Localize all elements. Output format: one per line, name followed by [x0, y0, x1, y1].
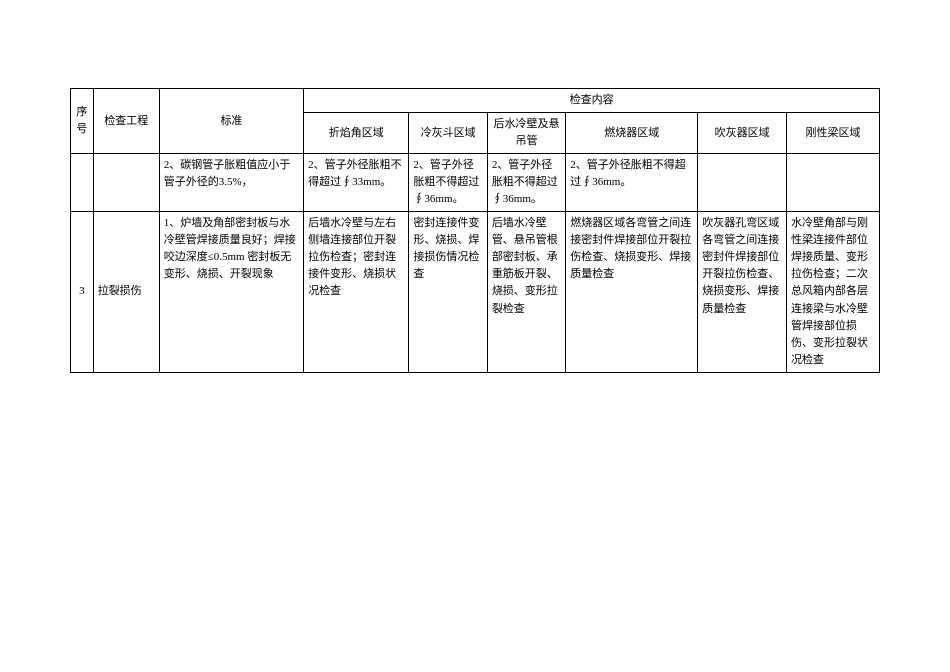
prev-c5 [698, 154, 787, 212]
inspection-table: 序号 检查工程 标准 检查内容 折焰角区域 冷灰斗区域 后水冷壁及悬吊管 燃烧器… [70, 88, 880, 373]
prev-standard: 2、碳钢管子胀粗值应小于管子外径的3.5%， [159, 154, 303, 212]
prev-c1: 2、管子外径胀粗不得超过∮33mm。 [304, 154, 409, 212]
header-area-3: 后水冷壁及悬吊管 [487, 113, 565, 154]
prev-c6 [787, 154, 880, 212]
row3-c2: 密封连接件变形、烧损、焊接损伤情况检查 [409, 212, 487, 372]
header-area-5: 吹灰器区域 [698, 113, 787, 154]
row3-c1: 后墙水冷壁与左右侧墙连接部位开裂拉伤检查；密封连接件变形、烧损状况检查 [304, 212, 409, 372]
header-standard: 标准 [159, 89, 303, 154]
data-row-3: 3 拉裂损伤 1、炉墙及角部密封板与水冷壁管焊接质量良好；焊接咬边深度≤0.5m… [71, 212, 880, 372]
prev-c2: 2、管子外径胀粗不得超过∮36mm。 [409, 154, 487, 212]
row3-c4: 燃烧器区域各弯管之间连接密封件焊接部位开裂拉伤检查、烧损变形、焊接质量检查 [566, 212, 698, 372]
header-area-4: 燃烧器区域 [566, 113, 698, 154]
header-area-6: 刚性梁区域 [787, 113, 880, 154]
prev-c3: 2、管子外径胀粗不得超过∮36mm。 [487, 154, 565, 212]
row3-c5: 吹灰器孔弯区域各弯管之间连接密封件焊接部位开裂拉伤检查、烧损变形、焊接质量检查 [698, 212, 787, 372]
row3-project: 拉裂损伤 [93, 212, 159, 372]
header-project: 检查工程 [93, 89, 159, 154]
prev-seq [71, 154, 94, 212]
header-area-1: 折焰角区域 [304, 113, 409, 154]
prev-c4: 2、管子外径胀粗不得超过∮36mm。 [566, 154, 698, 212]
row3-standard: 1、炉墙及角部密封板与水冷壁管焊接质量良好；焊接咬边深度≤0.5mm 密封板无变… [159, 212, 303, 372]
page: 序号 检查工程 标准 检查内容 折焰角区域 冷灰斗区域 后水冷壁及悬吊管 燃烧器… [0, 0, 950, 373]
row3-c6: 水冷壁角部与刚性梁连接件部位焊接质量、变形拉伤检查；二次总风箱内部各层连接梁与水… [787, 212, 880, 372]
header-seq: 序号 [71, 89, 94, 154]
header-row-1: 序号 检查工程 标准 检查内容 [71, 89, 880, 113]
header-content-group: 检查内容 [304, 89, 880, 113]
row3-seq: 3 [71, 212, 94, 372]
data-row-prev: 2、碳钢管子胀粗值应小于管子外径的3.5%， 2、管子外径胀粗不得超过∮33mm… [71, 154, 880, 212]
header-area-2: 冷灰斗区域 [409, 113, 487, 154]
row3-c3: 后墙水冷壁管、悬吊管根部密封板、承重筋板开裂、烧损、变形拉裂检查 [487, 212, 565, 372]
prev-project [93, 154, 159, 212]
